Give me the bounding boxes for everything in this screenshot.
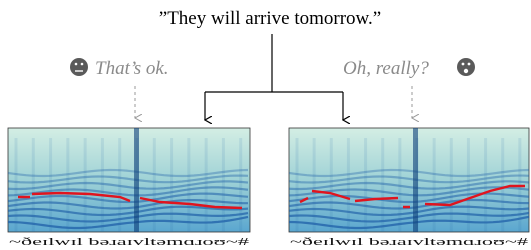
sentence: ”They will arrive tomorrow.” <box>159 8 381 29</box>
phonemes: ~ðeɪlwɪl bəɹaɪvltəmɑɹoʊ~# <box>9 236 250 248</box>
left-caption: That’s ok. <box>95 58 169 79</box>
surprised-emoji <box>457 58 475 76</box>
tree-arrow <box>205 34 343 120</box>
spectrogram-part <box>413 128 418 232</box>
spectrogram <box>289 128 529 232</box>
spectrogram-part <box>134 128 139 232</box>
spectrogram <box>8 128 250 232</box>
neutral-emoji <box>70 58 88 76</box>
figure: ”They will arrive tomorrow.” That’s ok. … <box>0 0 531 250</box>
phonemes: ~ðeɪlwɪl bəɹaɪvltəmɑɹoʊ~# <box>290 236 529 248</box>
right-caption: Oh, really? <box>343 58 429 79</box>
